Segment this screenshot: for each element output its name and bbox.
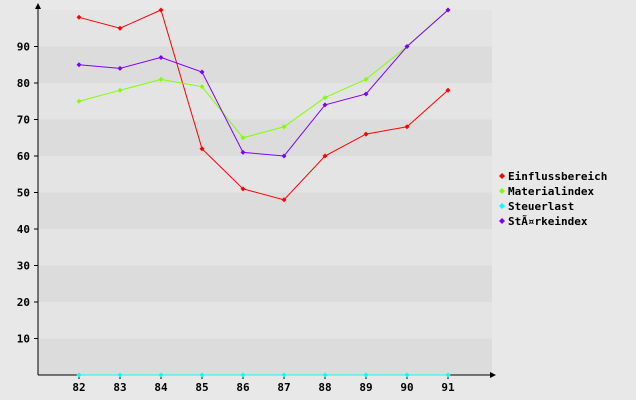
data-point <box>199 69 205 75</box>
y-tick-label: 20 <box>17 296 30 309</box>
data-point <box>117 87 123 93</box>
data-point <box>158 7 164 13</box>
grid-bands <box>38 10 492 375</box>
grid-band <box>38 302 492 339</box>
data-point <box>322 102 328 108</box>
data-point <box>445 372 451 378</box>
x-tick-label: 87 <box>277 381 290 394</box>
y-tick-label: 60 <box>17 150 30 163</box>
data-point <box>240 372 246 378</box>
series-group <box>76 7 451 378</box>
data-point <box>363 76 369 82</box>
grid-band <box>38 83 492 120</box>
series-line <box>78 9 449 157</box>
x-tick-label: 88 <box>318 381 331 394</box>
data-point <box>240 149 246 155</box>
grid-band <box>38 265 492 302</box>
grid-band <box>38 10 492 47</box>
legend-marker <box>499 203 505 209</box>
y-axis-arrow <box>35 3 41 9</box>
legend-label: Steuerlast <box>508 200 574 213</box>
legend-label: Materialindex <box>508 185 594 198</box>
data-point <box>281 153 287 159</box>
data-point <box>199 372 205 378</box>
y-tick-label: 90 <box>17 41 30 54</box>
data-point <box>76 98 82 104</box>
data-point <box>404 124 410 130</box>
legend: Einflussbereich Materialindex Steuerlast St… <box>499 170 607 228</box>
legend-marker <box>499 218 505 224</box>
y-axis-ticks: 10 20 30 40 50 60 70 80 90 <box>17 41 38 346</box>
series-line <box>78 9 449 201</box>
data-point <box>322 95 328 101</box>
x-tick-label: 90 <box>400 381 413 394</box>
data-point <box>76 372 82 378</box>
data-point <box>76 14 82 20</box>
legend-label: Einflussbereich <box>508 170 607 183</box>
data-point <box>363 131 369 137</box>
legend-label: StÃ¤rkeindex <box>508 215 588 228</box>
y-tick-label: 40 <box>17 223 30 236</box>
data-point <box>117 65 123 71</box>
data-point <box>199 146 205 152</box>
x-tick-label: 84 <box>154 381 168 394</box>
data-point <box>404 372 410 378</box>
x-tick-label: 89 <box>359 381 372 394</box>
data-point <box>117 372 123 378</box>
y-tick-label: 10 <box>17 333 30 346</box>
data-point <box>240 135 246 141</box>
data-point <box>281 197 287 203</box>
x-tick-label: 82 <box>72 381 85 394</box>
data-point <box>281 124 287 130</box>
data-point <box>281 372 287 378</box>
grid-band <box>38 338 492 375</box>
x-axis-ticks: 82 83 84 85 86 87 88 89 90 91 <box>72 375 455 394</box>
data-point <box>199 84 205 90</box>
data-point <box>117 25 123 31</box>
data-point <box>322 372 328 378</box>
y-tick-label: 30 <box>17 260 30 273</box>
data-point <box>158 76 164 82</box>
y-tick-label: 70 <box>17 114 30 127</box>
grid-band <box>38 46 492 83</box>
data-point <box>76 62 82 68</box>
data-point <box>240 186 246 192</box>
data-point <box>445 7 451 13</box>
data-point <box>322 153 328 159</box>
series-line <box>78 9 449 139</box>
data-point <box>404 44 410 49</box>
legend-marker <box>499 188 505 194</box>
y-tick-label: 50 <box>17 187 30 200</box>
data-point <box>363 372 369 378</box>
data-point <box>158 54 164 60</box>
legend-marker <box>499 173 505 179</box>
grid-band <box>38 192 492 229</box>
x-tick-label: 83 <box>113 381 126 394</box>
data-point <box>445 87 451 93</box>
x-tick-label: 85 <box>195 381 208 394</box>
x-tick-label: 86 <box>236 381 250 394</box>
grid-band <box>38 229 492 266</box>
grid-band <box>38 119 492 156</box>
x-tick-label: 91 <box>441 381 455 394</box>
x-axis-arrow <box>490 372 496 378</box>
grid-band <box>38 156 492 193</box>
y-tick-label: 80 <box>17 77 30 90</box>
data-point <box>158 372 164 378</box>
data-point <box>363 91 369 97</box>
